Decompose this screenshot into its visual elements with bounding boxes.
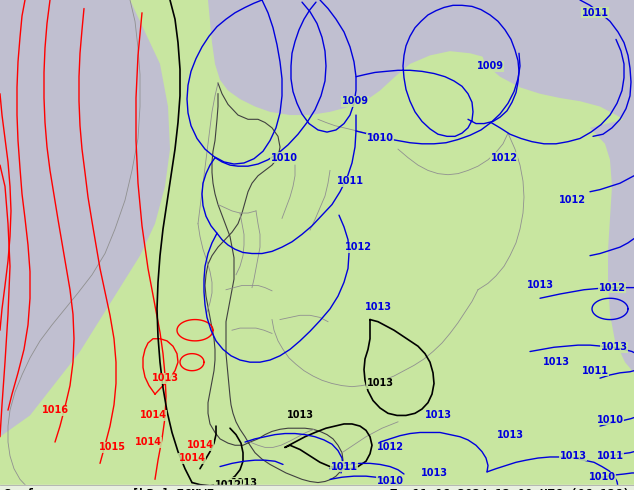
Text: 1013: 1013	[425, 411, 451, 420]
Text: 1012: 1012	[598, 283, 626, 293]
Text: 1013: 1013	[526, 280, 553, 291]
Polygon shape	[477, 0, 634, 128]
Text: 1014: 1014	[179, 453, 205, 463]
Text: 1013: 1013	[496, 430, 524, 440]
Text: 1012: 1012	[377, 442, 403, 452]
Polygon shape	[200, 0, 634, 115]
Text: 1015: 1015	[98, 442, 126, 452]
Text: 1014: 1014	[134, 437, 162, 447]
Text: 1009: 1009	[477, 61, 503, 71]
Text: 1012: 1012	[344, 242, 372, 252]
Text: 1010: 1010	[588, 472, 616, 482]
Text: 1010: 1010	[366, 133, 394, 144]
Polygon shape	[395, 43, 415, 59]
Polygon shape	[0, 128, 55, 256]
Text: 1012: 1012	[491, 153, 517, 163]
Text: 1013: 1013	[420, 468, 448, 478]
Text: Surface pressure [hPa] ECMWF: Surface pressure [hPa] ECMWF	[4, 488, 214, 490]
Text: 1013: 1013	[287, 411, 313, 420]
Text: 1016: 1016	[41, 405, 68, 415]
Text: 1013: 1013	[366, 378, 394, 389]
Text: 1011: 1011	[581, 366, 609, 376]
Bar	[0, 485, 634, 490]
Text: 1013: 1013	[600, 342, 628, 352]
Text: 1013: 1013	[152, 373, 179, 383]
Text: 1012: 1012	[214, 480, 242, 490]
Text: 1013: 1013	[543, 357, 569, 367]
Text: 1014: 1014	[186, 440, 214, 450]
Text: 1011: 1011	[337, 176, 363, 186]
Polygon shape	[0, 0, 170, 437]
Polygon shape	[430, 37, 448, 50]
Text: 1010: 1010	[597, 415, 623, 425]
Text: 1013: 1013	[231, 478, 257, 488]
Text: 1011: 1011	[597, 451, 623, 461]
Text: 1013: 1013	[365, 302, 392, 312]
Polygon shape	[350, 53, 375, 73]
Text: 1009: 1009	[342, 96, 368, 106]
Text: 1012: 1012	[559, 195, 586, 205]
Polygon shape	[0, 0, 80, 266]
Text: 1014: 1014	[139, 411, 167, 420]
Text: 1010: 1010	[271, 153, 297, 163]
Text: 1010: 1010	[377, 476, 403, 487]
Text: 1011: 1011	[330, 462, 358, 471]
Text: 1013: 1013	[559, 451, 586, 461]
Text: 1011: 1011	[581, 8, 609, 18]
Text: Tu 11-06-2024 12:00 UTC (06+126): Tu 11-06-2024 12:00 UTC (06+126)	[390, 488, 630, 490]
Polygon shape	[590, 117, 634, 373]
